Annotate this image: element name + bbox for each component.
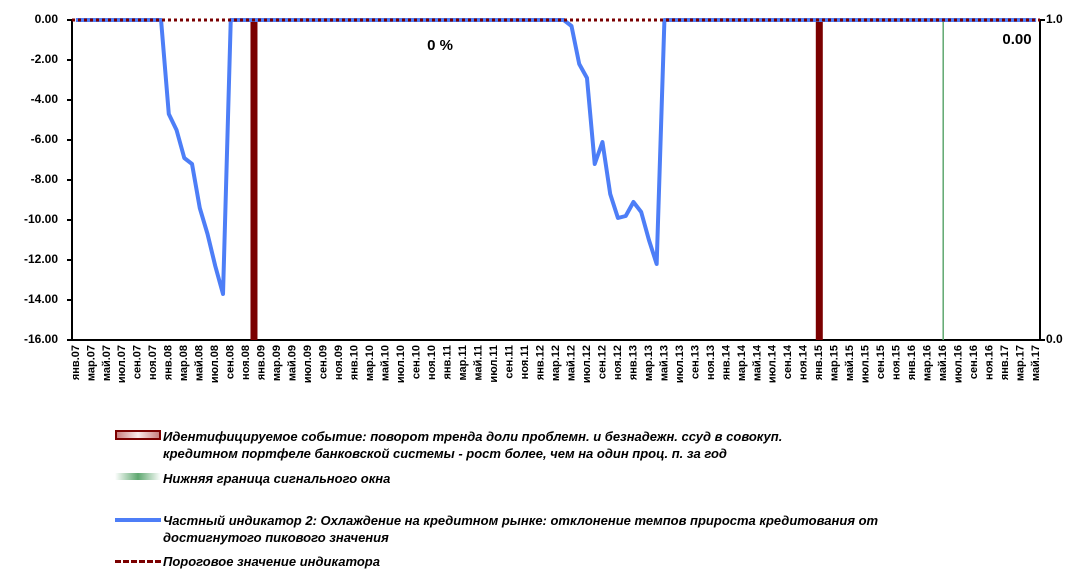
x-tick-label: ноя.14 bbox=[798, 344, 810, 380]
x-tick-label: янв.13 bbox=[627, 345, 639, 380]
x-tick-label: май.11 bbox=[472, 345, 484, 381]
x-tick-label: ноя.08 bbox=[240, 345, 252, 380]
x-tick-label: мар.16 bbox=[922, 345, 934, 381]
y-tick-label: -16.00 bbox=[24, 332, 58, 346]
x-tick-label: мар.11 bbox=[457, 345, 469, 381]
x-tick-label: ноя.12 bbox=[612, 345, 624, 380]
x-tick-label: май.08 bbox=[194, 345, 206, 381]
legend-label: Частный индикатор 2: Охлаждение на креди… bbox=[163, 513, 879, 545]
legend-label: Пороговое значение индикатора bbox=[163, 554, 380, 569]
legend-swatch bbox=[115, 430, 161, 440]
x-tick-label: июл.11 bbox=[488, 345, 500, 383]
y-tick-label: -6.00 bbox=[31, 132, 59, 146]
x-tick-label: ноя.13 bbox=[705, 345, 717, 380]
x-tick-label: июл.09 bbox=[302, 345, 314, 383]
x-tick-label: мар.14 bbox=[736, 344, 748, 381]
x-tick-label: сен.16 bbox=[968, 345, 980, 379]
x-tick-label: май.07 bbox=[101, 345, 113, 381]
x-tick-label: ноя.11 bbox=[519, 345, 531, 379]
annotation: 0.00 bbox=[1002, 31, 1031, 48]
x-tick-label: ноя.15 bbox=[891, 345, 903, 380]
x-tick-label: янв.09 bbox=[256, 345, 268, 380]
x-tick-label: сен.12 bbox=[596, 345, 608, 379]
x-tick-label: сен.09 bbox=[318, 345, 330, 379]
event-bar bbox=[815, 20, 823, 340]
x-tick-label: май.14 bbox=[751, 344, 763, 381]
chart: -16.00 -14.00 -12.00 -10.00 -8.00 -6.00 -4.00 -… bbox=[24, 12, 1063, 383]
x-tick-label: май.16 bbox=[937, 345, 949, 381]
x-tick-label: июл.10 bbox=[395, 345, 407, 383]
x-tick-label: сен.11 bbox=[503, 345, 515, 379]
y2-tick-label: 0.0 bbox=[1046, 332, 1063, 346]
x-tick-label: май.13 bbox=[658, 345, 670, 381]
x-tick-label: янв.07 bbox=[70, 345, 82, 380]
x-tick-label: мар.17 bbox=[1015, 345, 1027, 381]
y-tick-label: -14.00 bbox=[24, 292, 58, 306]
x-tick-label: мар.08 bbox=[178, 345, 190, 381]
x-tick-label: янв.14 bbox=[720, 344, 732, 380]
x-tick-label: май.09 bbox=[287, 345, 299, 381]
legend-swatch bbox=[115, 518, 161, 522]
x-tick-label: май.17 bbox=[1030, 345, 1042, 381]
x-tick-label: янв.08 bbox=[163, 345, 175, 380]
x-tick-label: июл.08 bbox=[209, 345, 221, 383]
x-tick-label: май.10 bbox=[380, 345, 392, 381]
x-tick-label: мар.13 bbox=[643, 345, 655, 381]
x-tick-label: янв.17 bbox=[999, 345, 1011, 380]
x-tick-label: ноя.07 bbox=[147, 345, 159, 380]
x-tick-label: июл.15 bbox=[860, 345, 872, 383]
x-tick-label: сен.10 bbox=[411, 345, 423, 379]
x-tick-label: ноя.16 bbox=[984, 345, 996, 380]
legend-swatch bbox=[115, 473, 161, 480]
y-tick-label: -10.00 bbox=[24, 212, 58, 226]
x-tick-label: мар.15 bbox=[829, 345, 841, 381]
x-tick-label: сен.07 bbox=[132, 345, 144, 379]
x-tick-label: янв.10 bbox=[349, 345, 361, 380]
y-tick-label: -4.00 bbox=[31, 92, 59, 106]
x-tick-label: июл.13 bbox=[674, 345, 686, 383]
x-tick-label: май.12 bbox=[565, 345, 577, 381]
x-tick-label: июл.16 bbox=[953, 345, 965, 383]
x-tick-label: ноя.09 bbox=[333, 345, 345, 380]
y2-tick-label: 1.0 bbox=[1046, 12, 1063, 26]
x-tick-label: янв.16 bbox=[906, 345, 918, 380]
x-tick-label: мар.07 bbox=[85, 345, 97, 381]
y-tick-label: -2.00 bbox=[31, 52, 59, 66]
y-tick-label: -12.00 bbox=[24, 252, 58, 266]
legend-label: Идентифицируемое событие: поворот тренда… bbox=[163, 429, 783, 461]
x-tick-label: ноя.10 bbox=[426, 345, 438, 380]
y-tick-label: -8.00 bbox=[31, 172, 59, 186]
x-tick-label: сен.08 bbox=[225, 345, 237, 379]
x-tick-label: мар.09 bbox=[271, 345, 283, 381]
x-tick-label: янв.11 bbox=[441, 345, 453, 380]
x-tick-label: июл.07 bbox=[116, 345, 128, 383]
x-tick-label: мар.12 bbox=[550, 345, 562, 381]
x-tick-label: июл.14 bbox=[767, 344, 779, 383]
x-tick-label: янв.12 bbox=[534, 345, 546, 380]
x-tick-label: сен.14 bbox=[782, 344, 794, 379]
legend-swatch bbox=[115, 560, 161, 563]
event-bar bbox=[250, 20, 258, 340]
y-tick-label: 0.00 bbox=[35, 12, 59, 26]
x-tick-label: мар.10 bbox=[364, 345, 376, 381]
x-tick-label: июл.12 bbox=[581, 345, 593, 383]
legend-label: Нижняя граница сигнального окна bbox=[163, 471, 391, 486]
x-tick-label: янв.15 bbox=[813, 345, 825, 380]
annotation: 0 % bbox=[427, 37, 453, 54]
x-tick-label: сен.15 bbox=[875, 345, 887, 379]
indicator-line bbox=[75, 18, 1037, 296]
x-tick-label: сен.13 bbox=[689, 345, 701, 379]
x-tick-label: май.15 bbox=[844, 345, 856, 381]
